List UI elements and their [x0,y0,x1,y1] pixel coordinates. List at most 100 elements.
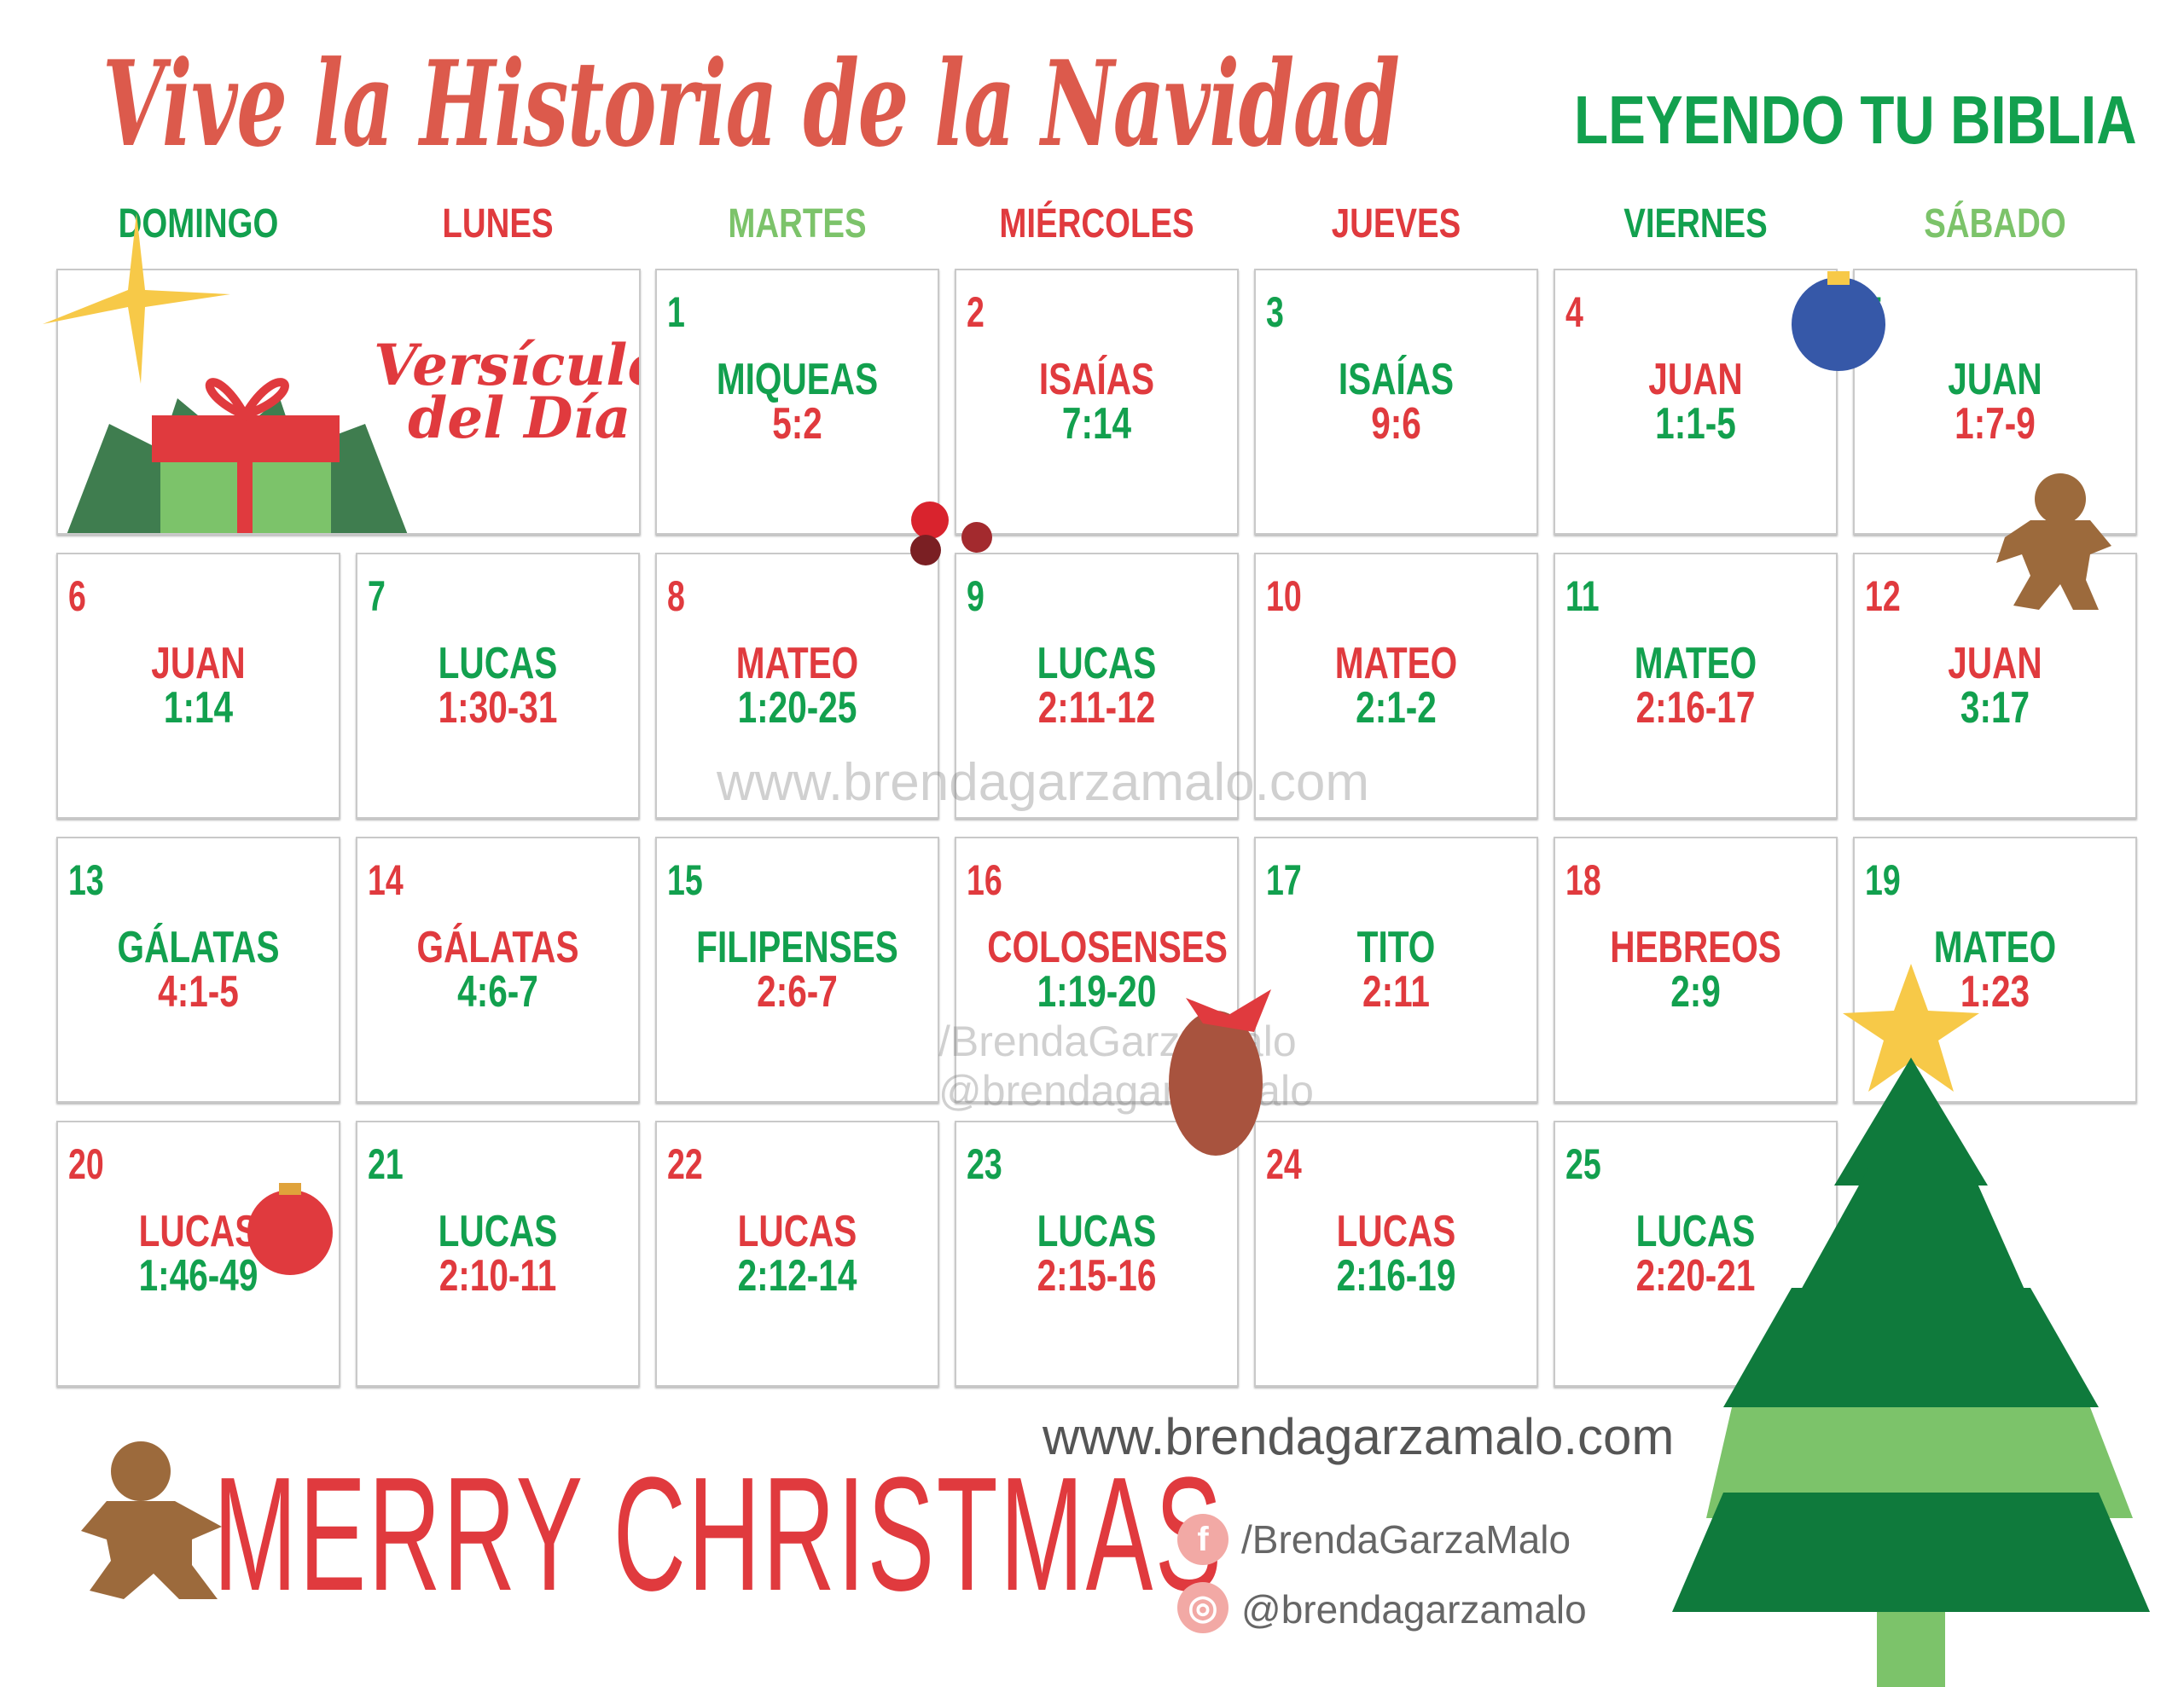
pinecone-icon [1169,989,1271,1156]
day-number: 14 [368,856,404,904]
day-number: 23 [967,1140,1002,1188]
instagram-icon[interactable]: ◎ [1177,1582,1228,1633]
bible-book: JUAN [151,639,246,688]
day-number: 12 [1865,572,1901,620]
bible-reference: 9:6 [1371,399,1421,449]
website-link[interactable]: www.brendagarzamalo.com [1043,1408,1675,1465]
page-subtitle: LEYENDO TU BIBLIA [1574,82,2137,158]
gingerbread-man-icon [1996,473,2111,610]
day-number: 7 [368,572,386,620]
day-number: 13 [68,856,104,904]
bible-book: MATEO [1933,923,2057,972]
weekday-header: JUEVES [1331,201,1461,246]
ornament-ball-icon [1792,271,1885,371]
bible-reference: 2:15-16 [1037,1251,1157,1301]
merry-christmas-text: MERRY CHRISTMAS [213,1444,1224,1625]
day-number: 3 [1266,288,1284,336]
bible-reference: 2:6-7 [757,967,838,1017]
bible-reference: 2:11-12 [1037,683,1156,733]
bible-book: ISAÍAS [1038,355,1155,404]
day-number: 4 [1565,288,1583,336]
instagram-link[interactable]: @brendagarzamalo [1241,1587,1587,1632]
bible-reference: 2:11 [1362,967,1430,1017]
bible-book: MIQUEAS [716,355,879,404]
bible-book: MATEO [1334,639,1458,688]
day-number: 11 [1565,572,1600,620]
bible-book: LUCAS [1635,1207,1756,1256]
verse-of-day-label: Versículo del Día [374,332,641,451]
calendar-day-cell: 2 ISAÍAS 7:14 [955,269,1239,535]
weekday-header: SÁBADO [1924,201,2066,246]
bible-reference: 5:2 [772,399,822,449]
day-number: 15 [667,856,703,904]
bible-reference: 2:20-21 [1635,1251,1756,1301]
bible-reference: 2:1-2 [1356,683,1437,733]
bible-reference: 1:23 [1960,967,2030,1017]
bible-book: LUCAS [138,1207,258,1256]
day-number: 20 [68,1140,104,1188]
calendar-day-cell: 10 MATEO 2:1-2 [1254,553,1538,819]
calendar-day-cell: 6 JUAN 1:14 [56,553,340,819]
calendar-day-cell: 24 LUCAS 2:16-19 [1254,1121,1538,1387]
christmas-tree-icon [1672,964,2150,1687]
bible-reference: 4:1-5 [158,967,239,1017]
bible-book: LUCAS [1037,639,1157,688]
bible-book: LUCAS [438,1207,558,1256]
bible-book: JUAN [1948,355,2042,404]
verse-label-line1: Versículo [374,332,641,398]
weekday-header: DOMINGO [118,201,279,246]
bible-book: MATEO [735,639,859,688]
bible-reference: 2:10-11 [439,1251,557,1301]
calendar-day-cell: 23 LUCAS 2:15-16 [955,1121,1239,1387]
bible-book: MATEO [1634,639,1757,688]
bible-reference: 2:16-19 [1336,1251,1456,1301]
bible-reference: 1:46-49 [138,1251,258,1301]
bible-book: TITO [1356,923,1436,972]
bible-reference: 1:30-31 [438,683,558,733]
ornament-ball-red-icon [247,1183,333,1275]
bible-book: FILIPENSES [696,923,898,972]
day-number: 6 [68,572,86,620]
bible-reference: 1:7-9 [1955,399,2036,449]
day-number: 10 [1266,572,1302,620]
calendar-day-cell: 13 GÁLATAS 4:1-5 [56,837,340,1103]
bible-reference: 4:6-7 [457,967,538,1017]
bible-reference: 2:9 [1670,967,1721,1017]
bible-reference: 3:17 [1960,683,2030,733]
facebook-link[interactable]: /BrendaGarzaMalo [1241,1517,1571,1562]
bible-book: COLOSENSES [987,923,1228,972]
calendar-day-cell: 18 HEBREOS 2:9 [1554,837,1838,1103]
calendar-day-cell: 7 LUCAS 1:30-31 [356,553,640,819]
bible-reference: 1:14 [163,683,234,733]
page-title: Vive la Historia de la Navidad [102,34,1400,173]
weekday-header: MIÉRCOLES [999,201,1194,246]
bible-reference: 1:20-25 [737,683,857,733]
star-sparkle-icon [43,213,230,384]
bible-reference: 1:1-5 [1655,399,1736,449]
day-number: 25 [1565,1140,1601,1188]
bible-book: ISAÍAS [1338,355,1455,404]
day-number: 24 [1266,1140,1302,1188]
bible-book: LUCAS [1336,1207,1456,1256]
berries-icon [910,501,992,565]
day-number: 8 [667,572,685,620]
calendar-day-cell: 9 LUCAS 2:11-12 [955,553,1239,819]
bible-reference: 7:14 [1061,399,1132,449]
day-number: 17 [1266,856,1302,904]
day-number: 19 [1865,856,1901,904]
day-number: 21 [368,1140,404,1188]
calendar-day-cell: 11 MATEO 2:16-17 [1554,553,1838,819]
calendar-day-cell: 15 FILIPENSES 2:6-7 [655,837,939,1103]
day-number: 2 [967,288,985,336]
calendar-day-cell: 21 LUCAS 2:10-11 [356,1121,640,1387]
verse-label-line2: del Día [408,385,631,451]
facebook-icon[interactable]: f [1177,1514,1228,1565]
weekday-header: MARTES [728,201,867,246]
weekday-header: LUNES [442,201,554,246]
bible-reference: 2:12-14 [737,1251,857,1301]
bible-book: LUCAS [737,1207,857,1256]
bible-reference: 1:19-20 [1037,967,1157,1017]
day-number: 1 [667,288,685,336]
calendar-day-cell: 4 JUAN 1:1-5 [1554,269,1838,535]
day-number: 16 [967,856,1002,904]
